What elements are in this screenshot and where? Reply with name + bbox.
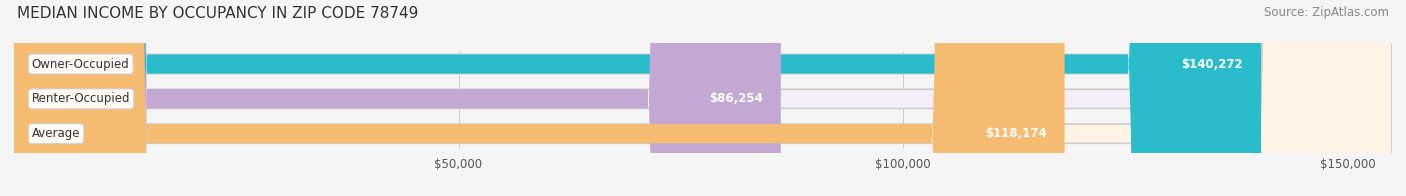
Text: Source: ZipAtlas.com: Source: ZipAtlas.com [1264,6,1389,19]
Text: Renter-Occupied: Renter-Occupied [32,92,131,105]
FancyBboxPatch shape [14,0,1392,196]
Text: Average: Average [32,127,80,140]
FancyBboxPatch shape [14,0,1064,196]
Text: $118,174: $118,174 [986,127,1047,140]
Text: $86,254: $86,254 [709,92,763,105]
Text: $140,272: $140,272 [1181,58,1243,71]
FancyBboxPatch shape [14,0,1392,196]
FancyBboxPatch shape [14,0,1261,196]
FancyBboxPatch shape [14,0,1392,196]
Text: MEDIAN INCOME BY OCCUPANCY IN ZIP CODE 78749: MEDIAN INCOME BY OCCUPANCY IN ZIP CODE 7… [17,6,418,21]
FancyBboxPatch shape [14,0,780,196]
Text: Owner-Occupied: Owner-Occupied [32,58,129,71]
